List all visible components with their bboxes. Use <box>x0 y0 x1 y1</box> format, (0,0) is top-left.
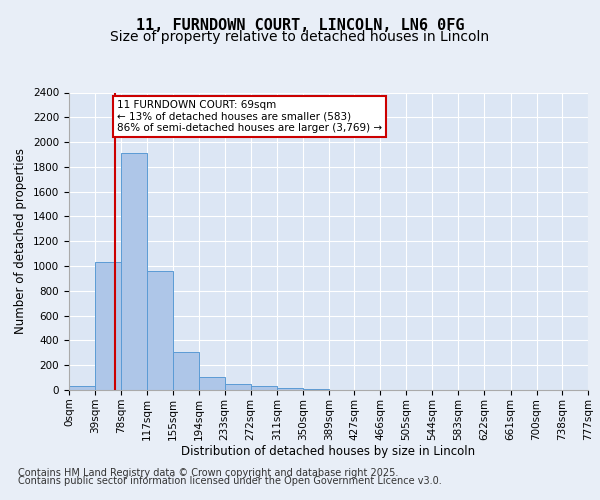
Bar <box>173 352 199 390</box>
Y-axis label: Number of detached properties: Number of detached properties <box>14 148 28 334</box>
Text: Contains public sector information licensed under the Open Government Licence v3: Contains public sector information licen… <box>18 476 442 486</box>
Bar <box>147 271 173 390</box>
Bar <box>277 388 303 390</box>
Text: Size of property relative to detached houses in Lincoln: Size of property relative to detached ho… <box>110 30 490 44</box>
Bar <box>199 377 224 390</box>
Bar <box>95 262 121 390</box>
Bar <box>121 153 147 390</box>
Bar <box>69 386 95 390</box>
Text: 11 FURNDOWN COURT: 69sqm
← 13% of detached houses are smaller (583)
86% of semi-: 11 FURNDOWN COURT: 69sqm ← 13% of detach… <box>117 100 382 133</box>
Bar <box>224 384 251 390</box>
Bar <box>251 386 277 390</box>
X-axis label: Distribution of detached houses by size in Lincoln: Distribution of detached houses by size … <box>181 446 476 458</box>
Text: Contains HM Land Registry data © Crown copyright and database right 2025.: Contains HM Land Registry data © Crown c… <box>18 468 398 477</box>
Text: 11, FURNDOWN COURT, LINCOLN, LN6 0FG: 11, FURNDOWN COURT, LINCOLN, LN6 0FG <box>136 18 464 32</box>
